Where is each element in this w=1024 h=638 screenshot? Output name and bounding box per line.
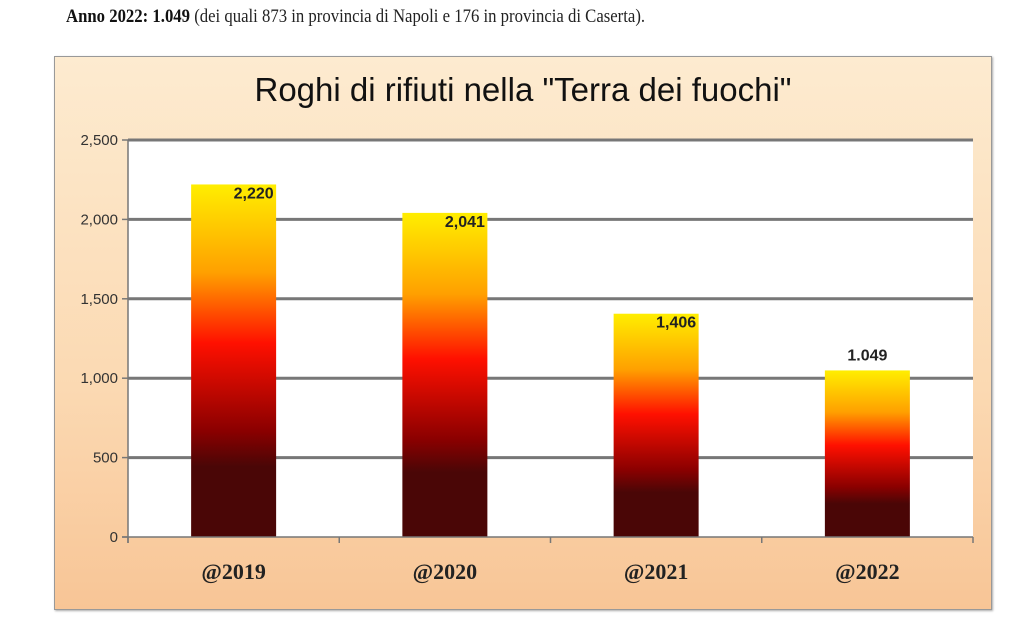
y-tick-label: 0	[110, 529, 118, 546]
y-tick-label: 1,500	[80, 291, 118, 308]
bar-2022	[824, 370, 910, 537]
bar-2020	[402, 212, 488, 537]
x-tick-label: @2021	[624, 559, 688, 584]
data-label: 2,041	[445, 214, 485, 231]
bar-2019	[191, 184, 277, 537]
y-tick-label: 2,500	[80, 132, 118, 149]
caption: Anno 2022: 1.049 (dei quali 873 in provi…	[66, 6, 645, 28]
caption-rest: (dei quali 873 in provincia di Napoli e …	[190, 6, 646, 27]
y-tick-label: 1,000	[80, 370, 118, 387]
caption-bold: Anno 2022: 1.049	[66, 6, 191, 27]
bar-2021	[613, 313, 699, 537]
data-label: 2,220	[234, 185, 274, 202]
x-tick-label: @2019	[201, 559, 265, 584]
data-label: 1,406	[656, 315, 696, 332]
bar-chart: Roghi di rifiuti nella "Terra dei fuochi…	[80, 71, 974, 584]
chart-frame: Roghi di rifiuti nella "Terra dei fuochi…	[54, 56, 992, 610]
x-tick-label: @2020	[413, 559, 477, 584]
chart-title: Roghi di rifiuti nella "Terra dei fuochi…	[254, 71, 791, 108]
y-tick-label: 500	[93, 450, 118, 467]
x-tick-label: @2022	[835, 559, 899, 584]
data-label: 1.049	[847, 347, 887, 364]
y-tick-label: 2,000	[80, 211, 118, 228]
